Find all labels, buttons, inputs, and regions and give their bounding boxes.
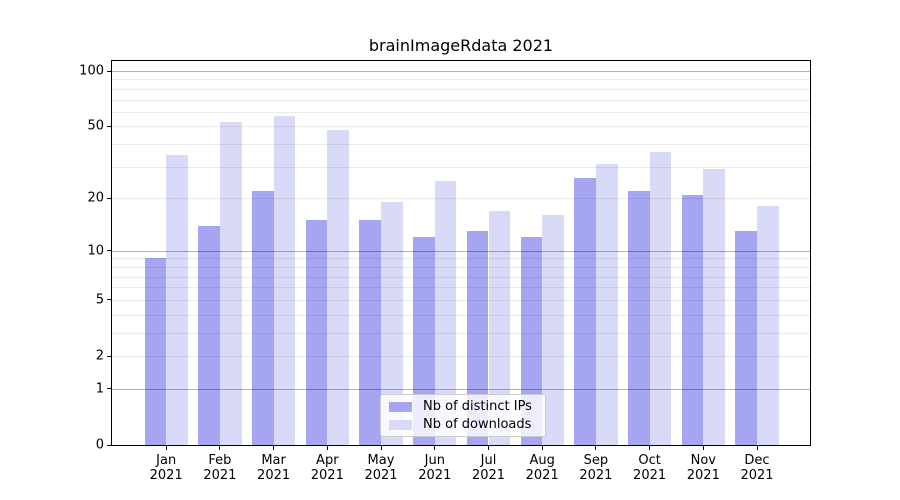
bar-ips-may [359, 220, 381, 445]
x-tick-label: Jan 2021 [149, 453, 183, 483]
bar-ips-oct [627, 190, 650, 445]
bar-ips-jul [466, 231, 489, 445]
bar-downloads-jul [488, 210, 511, 445]
x-tick-mark [541, 445, 543, 450]
x-tick-mark [434, 445, 436, 450]
chart-title: brainImageRdata 2021 [368, 36, 554, 55]
legend-label: Nb of downloads [423, 416, 532, 432]
y-tick-mark [107, 444, 112, 446]
y-tick-mark [107, 125, 112, 127]
bar-downloads-apr [327, 129, 349, 445]
x-tick-label: Jul 2021 [471, 453, 506, 483]
x-tick-label: May 2021 [364, 453, 398, 483]
x-tick-mark [380, 445, 382, 450]
legend-label: Nb of distinct IPs [423, 398, 532, 414]
y-tick-label: 5 [95, 292, 104, 308]
bar-downloads-mar [273, 115, 296, 445]
bar-ips-apr [305, 220, 328, 445]
x-tick-mark [326, 445, 328, 450]
x-tick-mark [756, 445, 758, 450]
x-axis-layer: Jan 2021 Feb 2021 Mar 2021 Apr 2021 May 2021… [112, 61, 810, 483]
x-tick-mark [595, 445, 597, 450]
y-tick-label: 0 [95, 437, 104, 453]
legend-swatch [389, 419, 412, 430]
x-tick-label: Jun 2021 [418, 453, 452, 483]
x-tick-label: Mar 2021 [257, 453, 291, 483]
x-tick-mark [273, 445, 275, 450]
bar-ips-feb [198, 225, 220, 445]
y-axis-layer: 0 1 2 5 10 20 50 100 [79, 61, 810, 452]
x-tick-label: Apr 2021 [310, 453, 344, 483]
x-tick-label: Aug 2021 [525, 453, 559, 483]
bar-ips-nov [681, 194, 704, 445]
legend-entry: Nb of distinct IPs [389, 398, 537, 414]
plot-area: 0 1 2 5 10 20 50 100 Jan 2021 Feb 2021 Mar 2021 Ap… [79, 60, 811, 483]
y-tick-label: 20 [87, 190, 104, 206]
bar-downloads-jan [166, 154, 188, 445]
y-tick-label: 2 [95, 348, 104, 364]
bar-ips-jun [413, 237, 435, 445]
x-tick-label: Feb 2021 [203, 453, 237, 483]
y-tick-label: 50 [87, 118, 104, 134]
x-tick-label: Sep 2021 [579, 453, 613, 483]
y-tick-label: 1 [95, 381, 104, 397]
x-tick-mark [219, 445, 221, 450]
x-tick-mark [649, 445, 651, 450]
bar-ips-aug [520, 237, 543, 445]
legend: Nb of distinct IPs Nb of downloads [380, 394, 546, 437]
y-tick-mark [107, 299, 112, 301]
x-tick-label: Oct 2021 [633, 453, 667, 483]
y-tick-label: 100 [79, 63, 104, 79]
bar-ips-sep [574, 177, 596, 445]
bar-downloads-nov [703, 169, 725, 445]
y-tick-mark [107, 197, 112, 199]
bar-downloads-sep [595, 164, 618, 445]
bar-downloads-jun [434, 181, 457, 445]
bar-downloads-dec [757, 206, 779, 445]
bar-downloads-oct [649, 152, 672, 445]
bar-ips-mar [251, 190, 274, 445]
x-tick-mark [702, 445, 704, 450]
x-tick-mark [488, 445, 489, 450]
y-tick-mark [107, 250, 112, 252]
bars-layer [112, 61, 810, 445]
y-tick-label: 10 [87, 243, 104, 259]
bar-ips-jan [144, 258, 167, 445]
bar-downloads-may [381, 202, 403, 445]
x-tick-mark [165, 445, 167, 450]
bar-downloads-feb [219, 121, 242, 445]
x-tick-label: Dec 2021 [740, 453, 774, 483]
legend-entry: Nb of downloads [389, 416, 537, 432]
bar-downloads-aug [542, 215, 564, 445]
y-tick-mark [107, 388, 112, 390]
x-tick-label: Nov 2021 [686, 453, 720, 483]
bar-ips-dec [735, 231, 757, 445]
y-tick-mark [107, 355, 112, 357]
legend-swatch [389, 401, 412, 412]
y-tick-mark [107, 70, 112, 72]
